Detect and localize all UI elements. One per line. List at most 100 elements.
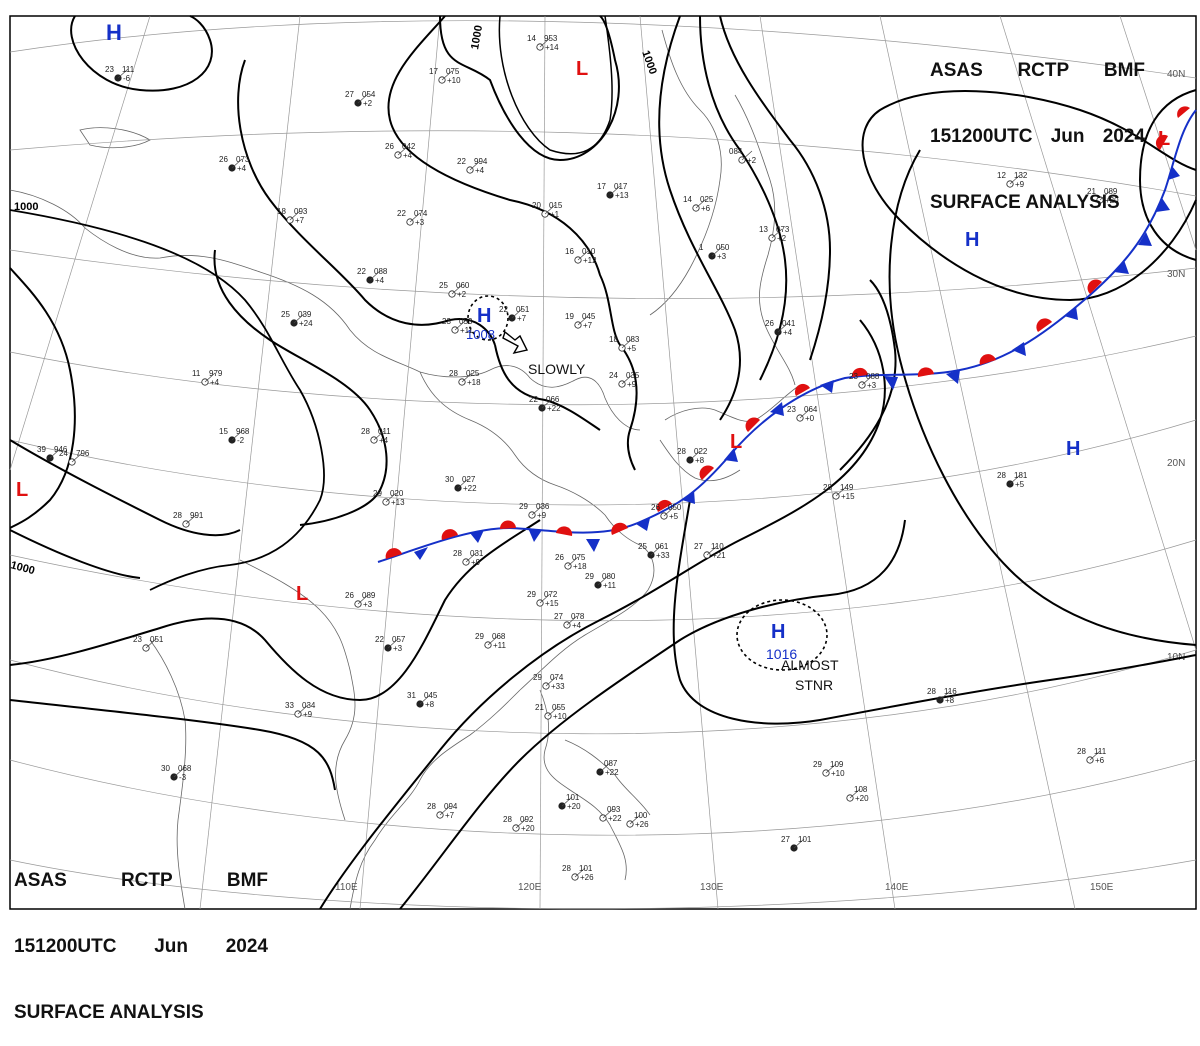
station-pressure: 108 bbox=[854, 785, 868, 794]
station-pressure: 100 bbox=[634, 811, 648, 820]
station-plot: 26 042+4 bbox=[385, 142, 416, 160]
station-temperature: 28 bbox=[997, 471, 1006, 480]
station-tendency: +9 bbox=[471, 558, 481, 567]
wind-barb-icon bbox=[539, 37, 551, 48]
wind-barb-icon bbox=[487, 635, 499, 646]
station-temperature: 22 bbox=[357, 267, 366, 276]
station-pressure: 045 bbox=[424, 691, 438, 700]
wind-barb-icon bbox=[771, 228, 783, 239]
low-pressure-marker: L bbox=[1158, 128, 1170, 150]
front-cold-teeth bbox=[414, 166, 1180, 560]
movement-annotations: SLOWLY ALMOST STNR bbox=[502, 330, 839, 693]
high-pressure-marker: H bbox=[771, 621, 785, 643]
station-temperature: 13 bbox=[759, 225, 768, 234]
wind-barb-icon bbox=[439, 805, 451, 816]
wind-barb-icon bbox=[706, 545, 718, 556]
station-pressure: 089 bbox=[362, 591, 376, 600]
station-temperature: 23 bbox=[849, 372, 858, 381]
station-tendency: +5 bbox=[669, 512, 679, 521]
station-tendency: +26 bbox=[635, 820, 649, 829]
station-temperature: 28 bbox=[173, 511, 182, 520]
station-plot: 21 089+20 bbox=[1087, 187, 1119, 205]
station-tendency: +22 bbox=[608, 814, 622, 823]
wind-barb-icon bbox=[650, 545, 662, 556]
low-pressure-marker: L bbox=[730, 431, 742, 453]
lat-label-10n: 10N bbox=[1167, 652, 1185, 663]
wind-barb-icon bbox=[609, 185, 621, 196]
station-plot: 18 083+5 bbox=[609, 335, 640, 353]
station-plot: 100+26 bbox=[626, 811, 649, 829]
isobar-label: 1000 bbox=[14, 201, 38, 213]
station-plot: 23 064+0 bbox=[787, 405, 818, 423]
header-product: BMF bbox=[1103, 60, 1145, 81]
station-plot: 29 020+13 bbox=[373, 489, 405, 507]
station-pressure: 991 bbox=[190, 511, 204, 520]
station-pressure: 116 bbox=[944, 687, 957, 696]
station-temperature: 23 bbox=[133, 635, 142, 644]
station-tendency: +1 bbox=[550, 210, 560, 219]
station-temperature: 22 bbox=[457, 157, 466, 166]
station-temperature: 26 bbox=[385, 142, 394, 151]
header-time: 151200UTC bbox=[930, 126, 1033, 147]
high-pressure-marker: H bbox=[106, 20, 122, 45]
wind-barb-icon bbox=[577, 250, 589, 261]
station-plot: 25 039+24 bbox=[281, 310, 313, 328]
station-plot: 29 109+10 bbox=[813, 760, 845, 778]
station-temperature: 23 bbox=[105, 65, 114, 74]
station-plot: 14 953+14 bbox=[527, 34, 559, 52]
header-center: RCTP bbox=[120, 870, 173, 891]
station-pressure: 035 bbox=[626, 371, 640, 380]
station-temperature: 11 bbox=[192, 369, 201, 378]
station-temperature: 084 bbox=[729, 147, 743, 156]
station-temperature: 28 bbox=[427, 802, 436, 811]
wind-barb-icon bbox=[441, 70, 453, 81]
wind-barb-icon bbox=[419, 694, 431, 705]
station-temperature: 27 bbox=[694, 542, 703, 551]
station-plot: 28 101+26 bbox=[562, 864, 594, 882]
station-tendency: +9 bbox=[627, 380, 637, 389]
station-pressure: 073 bbox=[236, 155, 250, 164]
station-temperature: 19 bbox=[565, 312, 574, 321]
station-plot: 28 011+4 bbox=[361, 427, 391, 445]
station-tendency: +4 bbox=[403, 151, 413, 160]
station-tendency: +20 bbox=[521, 824, 535, 833]
wind-barb-icon bbox=[793, 838, 805, 849]
lon-label-120e: 120E bbox=[518, 882, 542, 893]
station-pressure: 109 bbox=[830, 760, 844, 769]
station-temperature: 29 bbox=[585, 572, 594, 581]
station-pressure: 101 bbox=[579, 864, 593, 873]
station-pressure: 054 bbox=[362, 90, 376, 99]
lon-label-150e: 150E bbox=[1090, 882, 1114, 893]
station-plot: 27 054+2 bbox=[345, 90, 376, 108]
wind-barb-icon bbox=[695, 198, 707, 209]
station-plot: 22 057+3 bbox=[375, 635, 406, 653]
lat-label-40n: 40N bbox=[1167, 69, 1185, 80]
station-pressure: 953 bbox=[544, 34, 558, 43]
station-pressure: 020 bbox=[390, 489, 404, 498]
station-pressure: 075 bbox=[572, 553, 586, 562]
wind-barb-icon bbox=[204, 372, 216, 383]
station-pressure: 149 bbox=[840, 483, 854, 492]
wind-barb-icon bbox=[385, 492, 397, 503]
station-pressure: 045 bbox=[582, 312, 596, 321]
station-plot: 11 979+4 bbox=[192, 369, 223, 387]
station-plot: 22 088+4 bbox=[357, 267, 388, 285]
station-pressure: 055 bbox=[552, 703, 566, 712]
station-tendency: -6 bbox=[123, 74, 131, 83]
station-temperature: 18 bbox=[609, 335, 618, 344]
station-tendency: +4 bbox=[572, 621, 582, 630]
station-temperature: 26 bbox=[765, 319, 774, 328]
wind-barb-icon bbox=[799, 408, 811, 419]
station-pressure: 080 bbox=[602, 572, 616, 581]
station-temperature: 24 bbox=[609, 371, 618, 380]
station-plot: 30 027+22 bbox=[445, 475, 477, 493]
surface-analysis-map: 110E 120E 130E 140E 150E 40N 30N 20N 10N bbox=[9, 15, 1197, 910]
station-plot: 17 017+13 bbox=[597, 182, 629, 200]
station-pressure: 015 bbox=[549, 201, 563, 210]
wind-barb-icon bbox=[71, 452, 83, 463]
station-plot: 16 010+12 bbox=[565, 247, 597, 265]
station-tendency: +4 bbox=[783, 328, 793, 337]
station-plot: 26 089+3 bbox=[345, 591, 376, 609]
station-tendency: +13 bbox=[615, 191, 629, 200]
station-pressure: 027 bbox=[462, 475, 476, 484]
